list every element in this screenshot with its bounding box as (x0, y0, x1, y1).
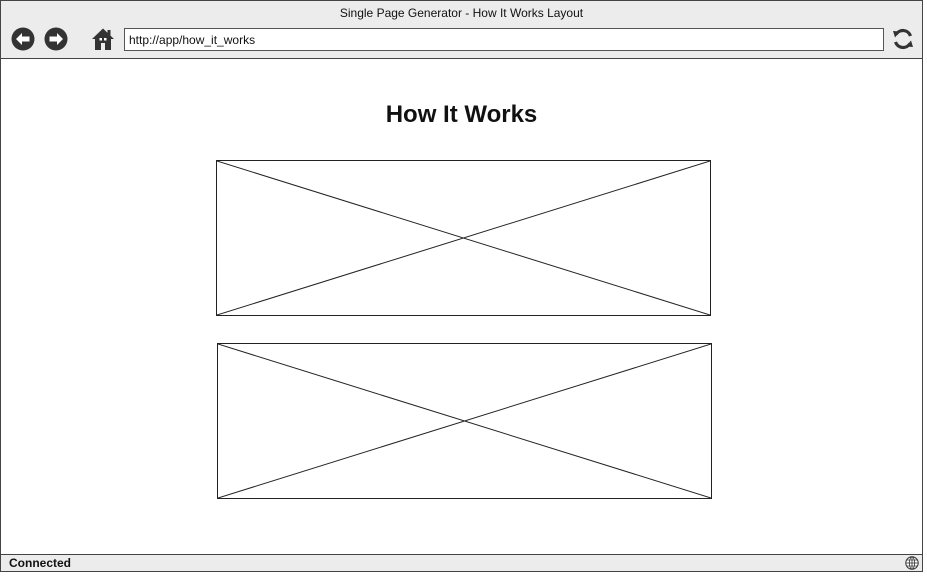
forward-arrow-icon (44, 27, 68, 51)
page-title: How It Works (385, 101, 538, 128)
forward-button[interactable] (44, 27, 68, 51)
image-placeholder-cross-icon (218, 344, 711, 498)
reload-icon (893, 28, 913, 50)
image-placeholder (216, 160, 711, 316)
globe-icon (905, 556, 919, 570)
back-button[interactable] (11, 27, 35, 51)
home-button[interactable] (91, 27, 115, 51)
image-placeholder-cross-icon (217, 161, 710, 315)
status-bar: Connected (1, 554, 922, 571)
browser-toolbar: Single Page Generator - How It Works Lay… (1, 1, 922, 59)
page-content: How It Works (1, 59, 922, 555)
reload-button[interactable] (891, 27, 915, 51)
window-title: Single Page Generator - How It Works Lay… (339, 6, 584, 20)
home-icon (92, 28, 114, 50)
address-bar-input[interactable] (124, 28, 884, 51)
image-placeholder (217, 343, 712, 499)
connection-status: Connected (9, 556, 72, 570)
back-arrow-icon (11, 27, 35, 51)
